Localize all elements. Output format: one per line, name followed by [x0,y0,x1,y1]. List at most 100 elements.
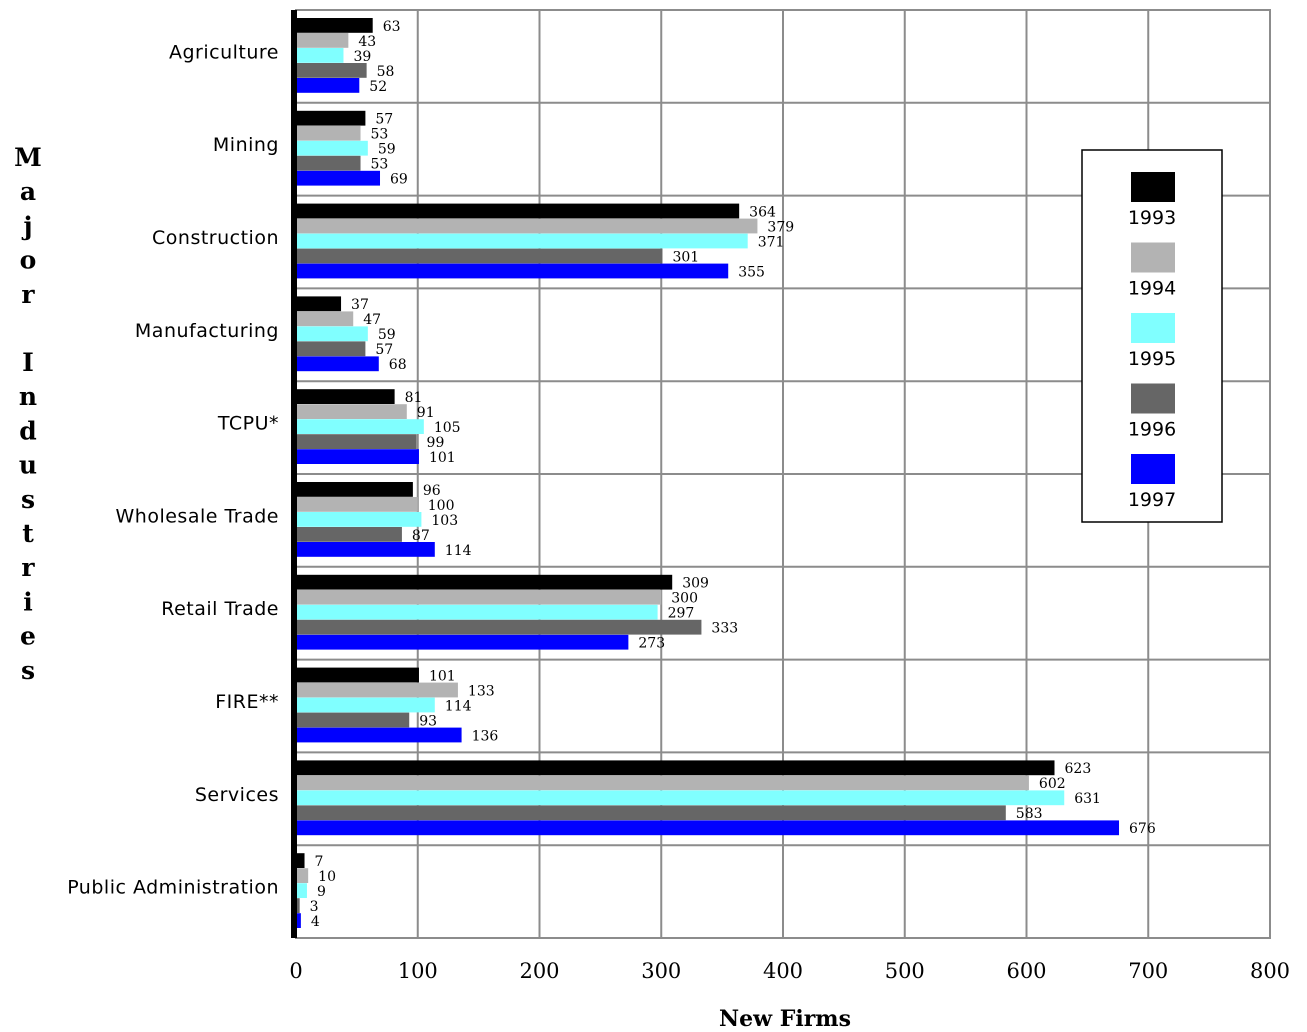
y-axis-label-letter: j [21,211,32,240]
data-label: 583 [1016,806,1043,822]
bar [296,820,1120,836]
bar [296,542,435,557]
y-axis-label-letter: d [19,416,36,445]
y-axis-label-letter: u [19,451,37,480]
bar [296,482,413,497]
bar [296,248,663,264]
bar [296,389,395,404]
bar [296,203,740,219]
bar [296,296,342,312]
x-tick-label: 100 [398,959,438,983]
tick-labels: 0 100 200 300 400 500 600 700 800 [289,959,1290,983]
data-label: 68 [389,357,407,373]
data-label: 58 [377,64,395,80]
category-label: Mining [213,134,279,156]
data-label: 101 [429,668,456,684]
category-label: Public Administration [67,877,279,899]
data-label: 43 [358,34,376,50]
bar [296,263,729,279]
data-label: 623 [1065,761,1092,777]
data-label: 93 [419,713,437,729]
y-axis-label-letter: r [21,553,35,582]
bar [296,805,1006,821]
bar [296,33,349,48]
data-label: 37 [351,297,369,313]
bar [296,48,344,63]
bar [296,78,360,93]
data-label: 105 [434,420,461,436]
data-label: 10 [318,869,336,885]
data-label: 57 [375,342,393,358]
category-label: Wholesale Trade [116,505,280,527]
data-label: 355 [738,264,765,280]
data-label: 96 [423,483,441,499]
x-tick-label: 300 [641,959,681,983]
legend-label: 1997 [1128,489,1176,511]
bar [296,527,402,542]
bar [296,712,410,728]
data-label: 53 [371,157,389,173]
bar [296,449,419,464]
category-label: FIRE** [215,691,279,713]
data-label: 52 [369,79,387,95]
bar [296,140,368,156]
category-label: TCPU* [217,413,279,435]
data-label: 114 [445,543,472,559]
legend-label: 1996 [1128,419,1176,441]
y-axis-line [291,10,297,938]
value-labels: 6343395852575359536936437937130135537475… [310,19,1156,930]
bar [296,18,373,33]
x-tick-label: 0 [289,959,302,983]
data-label: 69 [390,172,408,188]
data-label: 297 [668,606,695,622]
bar [296,727,462,743]
data-label: 333 [711,621,738,637]
data-label: 63 [383,19,401,35]
bar [296,589,662,605]
bar [296,775,1029,791]
bar [296,110,366,126]
data-label: 3 [310,899,319,915]
data-label: 91 [417,405,435,421]
data-label: 273 [638,636,665,652]
y-axis-label-letter: a [20,177,36,206]
category-label: Retail Trade [161,598,279,620]
data-label: 57 [375,112,393,128]
bar [296,697,435,713]
x-tick-label: 600 [1006,959,1046,983]
bar [296,155,361,171]
data-label: 309 [682,576,709,592]
data-label: 371 [758,234,785,250]
bars [296,18,1120,928]
bar [296,404,407,419]
data-label: 99 [427,435,445,451]
category-labels: Agriculture Mining Construction Manufacturi… [67,41,280,899]
legend-swatch [1131,172,1175,202]
bar [296,790,1065,806]
category-label: Manufacturing [135,320,279,342]
data-label: 136 [472,728,499,744]
x-tick-label: 700 [1128,959,1168,983]
category-label: Agriculture [169,41,279,63]
bar [296,326,368,342]
data-label: 114 [445,698,472,714]
bar [296,619,702,635]
data-label: 100 [428,498,455,514]
bar [296,311,354,327]
data-label: 7 [315,854,324,870]
legend-label: 1993 [1128,207,1176,229]
x-tick-label: 800 [1250,959,1290,983]
y-axis-label-letter: s [21,656,35,685]
bar [296,634,629,650]
x-axis-label: New Firms [719,1006,851,1032]
bar [296,760,1055,776]
data-label: 379 [767,219,794,235]
bar [296,913,301,928]
bar [296,868,309,883]
bar [296,63,367,78]
bar [296,356,379,372]
bar [296,125,361,141]
data-label: 101 [429,450,456,466]
bar [296,512,422,527]
